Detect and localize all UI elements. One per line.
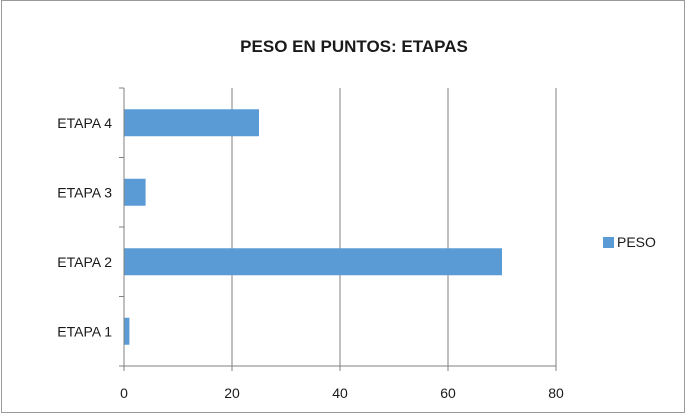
category-labels: ETAPA 1 ETAPA 2 ETAPA 3 ETAPA 4: [57, 115, 112, 340]
axes: [119, 87, 557, 371]
chart-title: PESO EN PUNTOS: ETAPAS: [240, 37, 468, 56]
bars: [124, 109, 502, 345]
category-label-etapa-4: ETAPA 4: [57, 115, 112, 131]
bar-etapa-3: [124, 178, 146, 206]
category-label-etapa-3: ETAPA 3: [57, 184, 112, 200]
x-tick-label-20: 20: [224, 385, 240, 401]
bar-etapa-4: [124, 109, 259, 137]
category-label-etapa-1: ETAPA 1: [57, 323, 112, 339]
x-tick-label-40: 40: [332, 385, 348, 401]
x-tick-label-0: 0: [120, 385, 128, 401]
legend: PESO: [603, 234, 656, 250]
bar-etapa-1: [124, 317, 130, 345]
legend-swatch: [603, 237, 614, 248]
gridlines: [231, 88, 557, 366]
x-tick-label-60: 60: [440, 385, 456, 401]
tick-labels: 0 20 40 60 80: [120, 385, 564, 401]
x-tick-label-80: 80: [548, 385, 564, 401]
category-label-etapa-2: ETAPA 2: [57, 254, 112, 270]
bar-etapa-2: [124, 248, 502, 276]
legend-label: PESO: [617, 234, 656, 250]
